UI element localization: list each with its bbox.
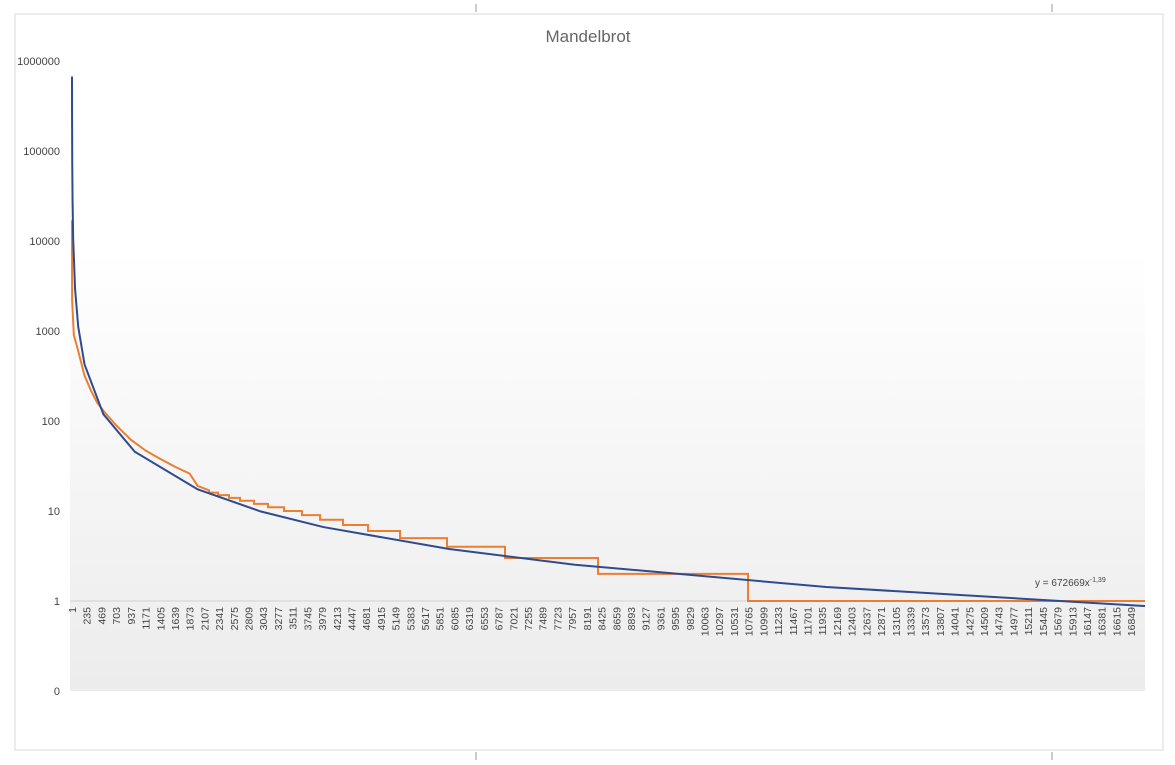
plot-area xyxy=(70,61,1145,691)
x-tick-label: 13807 xyxy=(935,607,947,636)
x-tick-label: 9127 xyxy=(641,607,653,631)
y-tick-label: 100 xyxy=(42,416,60,428)
series-line xyxy=(71,220,1145,602)
x-tick-label: 7021 xyxy=(508,607,520,631)
x-tick-label: 703 xyxy=(111,607,123,625)
x-tick-label: 9829 xyxy=(685,607,697,631)
x-tick-label: 16849 xyxy=(1126,607,1138,636)
x-tick-label: 9595 xyxy=(670,607,682,631)
x-tick-label: 8425 xyxy=(597,607,609,631)
x-tick-label: 13339 xyxy=(905,607,917,636)
x-tick-label: 10999 xyxy=(758,607,770,636)
y-tick-label: 1 xyxy=(54,596,60,608)
x-tick-label: 5149 xyxy=(391,607,403,631)
x-tick-label: 10531 xyxy=(729,607,741,636)
x-tick-label: 14743 xyxy=(994,607,1006,636)
x-tick-label: 4447 xyxy=(346,607,358,631)
x-tick-label: 12403 xyxy=(847,607,859,636)
x-tick-label: 14977 xyxy=(1008,607,1020,636)
x-tick-label: 937 xyxy=(126,607,138,625)
x-tick-label: 12637 xyxy=(861,607,873,636)
x-tick-label: 4213 xyxy=(332,607,344,631)
x-tick-label: 3511 xyxy=(288,607,300,630)
x-tick-label: 11467 xyxy=(788,607,800,636)
y-tick-label: 1000 xyxy=(36,326,60,338)
y-tick-label: 10 xyxy=(48,506,60,518)
x-tick-label: 7957 xyxy=(567,607,579,631)
x-tick-label: 12169 xyxy=(832,607,844,636)
x-tick-label: 1639 xyxy=(170,607,182,631)
x-tick-label: 3745 xyxy=(302,607,314,631)
x-tick-label: 16615 xyxy=(1111,607,1123,636)
x-tick-label: 11935 xyxy=(817,607,829,636)
x-tick-label: 6085 xyxy=(449,607,461,631)
x-tick-label: 4681 xyxy=(361,607,373,631)
x-tick-label: 16147 xyxy=(1082,607,1094,636)
y-tick-label: 1000000 xyxy=(17,56,60,68)
x-tick-label: 8659 xyxy=(611,607,623,631)
x-tick-label: 11701 xyxy=(802,607,814,636)
x-tick-label: 10063 xyxy=(700,607,712,636)
x-tick-label: 14041 xyxy=(950,607,962,636)
x-tick-label: 15211 xyxy=(1023,607,1035,636)
x-tick-label: 2809 xyxy=(244,607,256,631)
x-tick-label: 6553 xyxy=(479,607,491,631)
x-tick-label: 8191 xyxy=(582,607,594,631)
x-tick-label: 1 xyxy=(67,607,79,613)
x-tick-label: 8893 xyxy=(626,607,638,631)
x-tick-label: 14275 xyxy=(964,607,976,636)
x-tick-label: 12871 xyxy=(876,607,888,636)
x-tick-label: 3277 xyxy=(273,607,285,631)
x-tick-label: 3043 xyxy=(258,607,270,631)
x-tick-label: 1171 xyxy=(141,607,153,630)
x-tick-label: 7489 xyxy=(538,607,550,631)
x-tick-label: 7255 xyxy=(523,607,535,631)
x-tick-label: 1405 xyxy=(155,607,167,631)
x-tick-label: 13573 xyxy=(920,607,932,636)
x-tick-label: 13105 xyxy=(891,607,903,636)
x-tick-label: 14509 xyxy=(979,607,991,636)
x-tick-label: 15913 xyxy=(1067,607,1079,636)
x-tick-label: 10297 xyxy=(714,607,726,636)
x-tick-label: 2575 xyxy=(229,607,241,631)
x-tick-label: 4915 xyxy=(376,607,388,631)
x-tick-label: 469 xyxy=(96,607,108,625)
series-line xyxy=(71,76,1146,607)
trendline-equation: y = 672669x xyxy=(1035,578,1090,589)
x-tick-label: 15445 xyxy=(1038,607,1050,636)
y-tick-label: 10000 xyxy=(29,236,60,248)
x-tick-label: 3979 xyxy=(317,607,329,631)
trendline-label: y = 672669x-1,39 xyxy=(1035,577,1106,589)
x-tick-label: 5383 xyxy=(405,607,417,631)
chart-title: Mandelbrot xyxy=(545,27,630,46)
x-tick-label: 10765 xyxy=(744,607,756,636)
x-tick-label: 2341 xyxy=(214,607,226,631)
x-tick-label: 5617 xyxy=(420,607,432,631)
x-tick-label: 16381 xyxy=(1097,607,1109,636)
x-tick-label: 2107 xyxy=(199,607,211,631)
x-tick-label: 15679 xyxy=(1053,607,1065,636)
x-tick-label: 6319 xyxy=(464,607,476,631)
trendline-exponent: -1,39 xyxy=(1090,577,1106,584)
x-tick-label: 7723 xyxy=(552,607,564,631)
y-tick-label: 0 xyxy=(54,686,60,698)
y-tick-label: 100000 xyxy=(23,146,60,158)
x-tick-label: 5851 xyxy=(435,607,447,631)
x-tick-label: 9361 xyxy=(655,607,667,631)
x-tick-label: 6787 xyxy=(494,607,506,631)
x-tick-label: 235 xyxy=(82,607,94,625)
x-tick-label: 1873 xyxy=(185,607,197,631)
x-tick-label: 11233 xyxy=(773,607,785,636)
